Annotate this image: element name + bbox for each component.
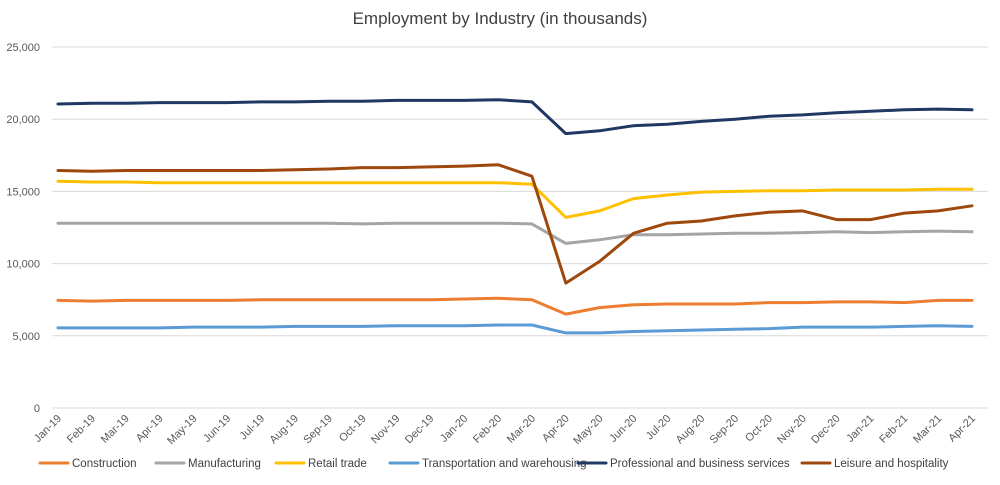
x-tick-label: Sep-20 — [708, 413, 742, 447]
series-lines — [56, 98, 974, 335]
x-tick-label: Jan-21 — [844, 413, 876, 445]
legend-label-leisure-and-hospitality: Leisure and hospitality — [834, 458, 949, 470]
x-tick-label: Apr-21 — [946, 413, 978, 445]
x-tick-label: Oct-20 — [743, 413, 775, 445]
x-tick-label: Jul-20 — [644, 413, 674, 443]
y-tick-label: 5,000 — [12, 331, 40, 343]
y-tick-label: 20,000 — [6, 114, 40, 126]
series-line-leisure-and-hospitality — [56, 163, 974, 285]
series-line-professional-and-business-services — [56, 98, 974, 136]
x-tick-label: Feb-19 — [65, 413, 98, 446]
x-tick-label: Apr-20 — [540, 413, 572, 445]
y-tick-label: 10,000 — [6, 259, 40, 271]
series-line-transportation-and-warehousing — [56, 323, 974, 335]
x-tick-label: Jan-19 — [32, 413, 64, 445]
x-tick-label: Nov-20 — [775, 413, 809, 447]
y-tick-label: 25,000 — [6, 42, 40, 54]
legend-label-manufacturing: Manufacturing — [188, 458, 261, 470]
legend-label-transportation-and-warehousing: Transportation and warehousing — [422, 458, 587, 470]
x-tick-label: May-20 — [571, 413, 605, 447]
x-tick-label: Feb-21 — [877, 413, 910, 446]
x-tick-label: Jul-19 — [238, 413, 268, 443]
y-tick-label: 15,000 — [6, 186, 40, 198]
series-line-construction — [56, 296, 974, 316]
x-tick-label: Jun-20 — [607, 413, 639, 445]
series-line-retail-trade — [56, 179, 974, 219]
x-tick-label: Feb-20 — [471, 413, 504, 446]
y-axis-ticks: 0 5,000 10,000 15,000 20,000 25,000 — [6, 42, 40, 415]
x-tick-label: Mar-21 — [911, 413, 944, 446]
x-tick-label: Dec-19 — [403, 413, 437, 447]
legend-label-retail-trade: Retail trade — [308, 458, 367, 470]
x-tick-label: May-19 — [165, 413, 199, 447]
series-line-manufacturing — [56, 221, 974, 245]
x-tick-label: Nov-19 — [369, 413, 403, 447]
x-tick-label: Sep-19 — [301, 413, 335, 447]
legend-label-professional-and-business-services: Professional and business services — [610, 458, 790, 470]
legend-label-construction: Construction — [72, 458, 137, 470]
x-tick-label: Mar-19 — [99, 413, 132, 446]
chart-title: Employment by Industry (in thousands) — [353, 9, 648, 28]
x-axis-ticks: Jan-19 Feb-19 Mar-19 Apr-19 May-19 Jun-19 Jul-… — [32, 413, 978, 447]
x-tick-label: Apr-19 — [134, 413, 166, 445]
x-tick-label: Aug-19 — [268, 413, 302, 447]
y-tick-label: 0 — [34, 403, 40, 415]
x-tick-label: Oct-19 — [337, 413, 369, 445]
x-tick-label: Aug-20 — [674, 413, 708, 447]
x-tick-label: Dec-20 — [809, 413, 843, 447]
gridlines — [52, 46, 988, 409]
x-tick-label: Jan-20 — [438, 413, 470, 445]
x-tick-label: Jun-19 — [201, 413, 233, 445]
x-tick-label: Mar-20 — [505, 413, 538, 446]
legend: Construction Manufacturing Retail trade Tra… — [38, 458, 949, 470]
